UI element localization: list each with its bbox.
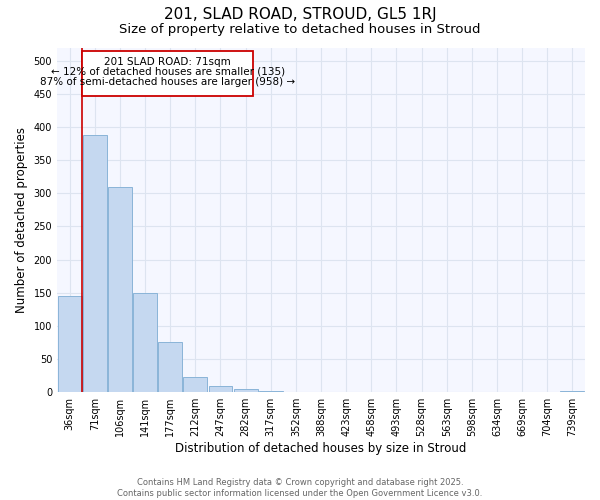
Bar	[83, 135, 107, 392]
Bar	[259, 391, 283, 392]
Bar	[108, 186, 132, 392]
Y-axis label: Number of detached properties: Number of detached properties	[15, 127, 28, 313]
FancyBboxPatch shape	[82, 51, 253, 96]
Bar	[58, 296, 82, 392]
X-axis label: Distribution of detached houses by size in Stroud: Distribution of detached houses by size …	[175, 442, 467, 455]
Bar	[133, 293, 157, 392]
Text: Contains HM Land Registry data © Crown copyright and database right 2025.
Contai: Contains HM Land Registry data © Crown c…	[118, 478, 482, 498]
Bar	[184, 377, 207, 392]
Text: ← 12% of detached houses are smaller (135): ← 12% of detached houses are smaller (13…	[50, 66, 285, 76]
Text: 201 SLAD ROAD: 71sqm: 201 SLAD ROAD: 71sqm	[104, 57, 231, 67]
Bar	[233, 389, 257, 392]
Text: 201, SLAD ROAD, STROUD, GL5 1RJ: 201, SLAD ROAD, STROUD, GL5 1RJ	[164, 8, 436, 22]
Text: 87% of semi-detached houses are larger (958) →: 87% of semi-detached houses are larger (…	[40, 76, 295, 86]
Bar	[158, 342, 182, 392]
Bar	[560, 391, 584, 392]
Bar	[209, 386, 232, 392]
Text: Size of property relative to detached houses in Stroud: Size of property relative to detached ho…	[119, 22, 481, 36]
